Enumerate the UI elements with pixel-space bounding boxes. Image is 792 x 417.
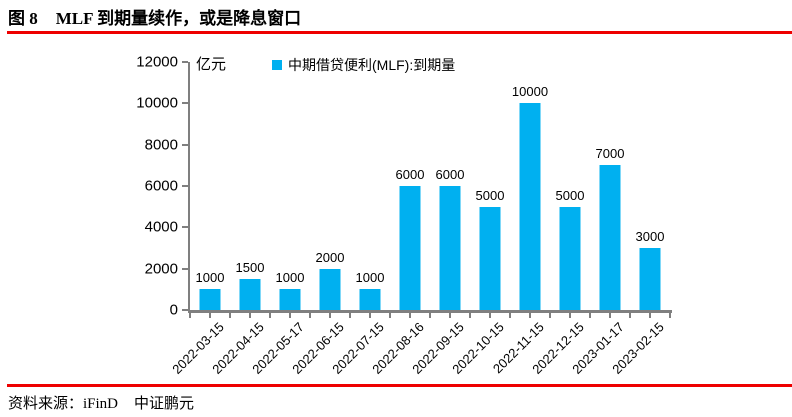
bar	[599, 165, 621, 310]
y-axis-label: 8000	[144, 136, 178, 154]
bar-value-label: 10000	[511, 84, 549, 100]
y-axis-label: 4000	[144, 218, 178, 236]
bar-group: 3000	[630, 62, 670, 310]
bar-group: 1500	[230, 62, 270, 310]
bar-value-label: 3000	[635, 229, 665, 244]
x-tick	[669, 313, 671, 318]
y-tick	[182, 185, 188, 187]
bar-value-label: 2000	[315, 249, 345, 265]
x-tick	[249, 313, 251, 318]
bar-value-label: 1000	[195, 270, 225, 286]
bottom-rule	[7, 384, 792, 387]
y-tick	[182, 61, 188, 63]
bar-group: 1000	[190, 62, 230, 310]
bar-group: 5000	[550, 62, 590, 310]
x-tick	[469, 313, 471, 318]
y-tick	[182, 267, 188, 270]
bar	[359, 289, 381, 310]
bar-group: 6000	[430, 62, 470, 310]
y-axis-labels: 0 2000 4000 6000 8000 10000 12000	[92, 55, 178, 318]
x-tick	[628, 313, 631, 318]
x-axis-labels: 2022-03-15 2022-04-15 2022-05-17 2022-06-15…	[169, 310, 670, 380]
y-axis-label: 10000	[136, 94, 178, 112]
x-tick	[489, 313, 491, 318]
bar-value-label: 6000	[435, 167, 465, 182]
bar-series: 1000 1500 1000 2000 1000 6000 6000 5000 10000 500…	[190, 62, 670, 310]
y-tick	[182, 226, 188, 229]
bar-group: 1000	[350, 62, 390, 310]
bar	[239, 279, 261, 310]
bar	[399, 186, 421, 310]
x-tick	[429, 313, 431, 318]
y-axis-label: 12000	[136, 53, 178, 71]
brand-name: 中证鹏元	[134, 396, 195, 412]
source-note: 资料来源：iFinD 中证鹏元	[8, 392, 194, 413]
figure-title-text: MLF 到期量续作，或是降息窗口	[55, 9, 302, 28]
bar-group: 10000	[510, 62, 550, 310]
bar	[639, 248, 661, 310]
bar	[559, 206, 581, 310]
bar	[439, 186, 461, 310]
x-tick	[348, 313, 351, 318]
bar-value-label: 5000	[475, 187, 505, 203]
x-tick	[389, 313, 391, 318]
y-axis-label: 2000	[144, 260, 178, 278]
top-rule	[7, 31, 792, 34]
bar-group: 5000	[470, 62, 510, 310]
bar-value-label: 6000	[395, 167, 425, 182]
plot-area: 1000 1500 1000 2000 1000 6000 6000 5000 10000 500…	[169, 61, 672, 377]
bar-value-label: 1000	[355, 270, 385, 286]
bar	[319, 268, 341, 310]
bar-value-label: 7000	[595, 146, 625, 162]
x-tick	[649, 313, 651, 318]
y-axis-line	[188, 62, 190, 313]
x-tick	[449, 313, 451, 318]
x-tick	[609, 313, 611, 318]
chart-legend: 中期借贷便利(MLF):到期量	[272, 55, 455, 75]
x-tick	[549, 313, 551, 318]
legend-swatch	[272, 60, 282, 70]
bar-value-label: 1500	[235, 260, 265, 275]
x-tick	[268, 313, 271, 318]
figure-number: 图 8	[8, 9, 38, 28]
x-tick	[329, 313, 331, 318]
bar	[279, 289, 301, 310]
x-tick	[228, 313, 231, 318]
y-axis-label: 0	[169, 301, 178, 319]
x-tick	[289, 313, 291, 318]
bar	[199, 289, 221, 310]
y-tick	[182, 143, 188, 146]
bar-value-label: 5000	[555, 187, 585, 203]
bar	[479, 206, 501, 310]
figure-title: 图 8 MLF 到期量续作，或是降息窗口	[8, 4, 301, 29]
y-tick	[182, 309, 188, 311]
x-tick	[568, 313, 571, 318]
bar-group: 6000	[390, 62, 430, 310]
x-tick	[529, 313, 531, 318]
bar	[519, 103, 541, 310]
source-label: 资料来源：iFinD	[8, 396, 119, 412]
bar-group: 7000	[590, 62, 630, 310]
x-tick	[309, 313, 311, 318]
bar-group: 2000	[310, 62, 350, 310]
x-tick	[508, 313, 511, 318]
legend-label: 中期借贷便利(MLF):到期量	[288, 57, 456, 73]
x-tick	[189, 313, 191, 318]
x-axis-line	[188, 310, 672, 313]
y-axis-unit-label: 亿元	[196, 56, 227, 73]
y-tick	[182, 102, 188, 105]
x-tick	[369, 313, 371, 318]
bar-value-label: 1000	[275, 270, 305, 286]
y-axis-label: 6000	[144, 177, 178, 195]
x-tick	[589, 313, 591, 318]
bar-group: 1000	[270, 62, 310, 310]
x-tick	[208, 313, 211, 318]
x-tick	[408, 313, 411, 318]
